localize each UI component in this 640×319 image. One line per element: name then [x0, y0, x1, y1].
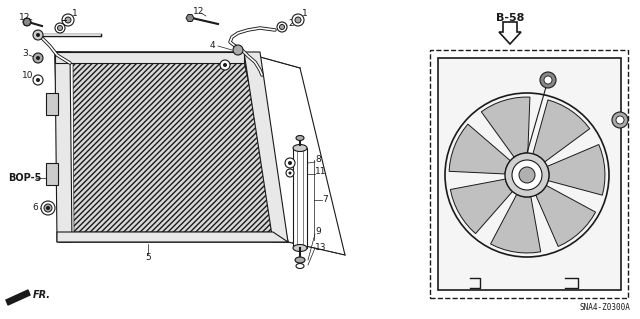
Bar: [430, 50, 628, 298]
Bar: [293, 148, 307, 248]
Circle shape: [46, 206, 50, 210]
Polygon shape: [536, 185, 596, 247]
Ellipse shape: [295, 257, 305, 263]
Polygon shape: [23, 19, 31, 26]
Circle shape: [292, 14, 304, 26]
Polygon shape: [547, 145, 605, 195]
Text: 5: 5: [145, 254, 151, 263]
Circle shape: [36, 78, 40, 82]
Text: B-58: B-58: [496, 13, 524, 23]
Text: 7: 7: [322, 196, 328, 204]
Polygon shape: [490, 195, 541, 253]
Text: 11: 11: [315, 167, 326, 176]
Circle shape: [220, 60, 230, 70]
Circle shape: [65, 17, 71, 23]
Text: BOP-5: BOP-5: [8, 173, 42, 183]
Circle shape: [544, 76, 552, 84]
Polygon shape: [451, 179, 513, 234]
Ellipse shape: [296, 263, 304, 269]
Polygon shape: [449, 124, 510, 174]
Circle shape: [41, 201, 55, 215]
Circle shape: [33, 30, 43, 40]
Circle shape: [540, 72, 556, 88]
Text: 4: 4: [210, 41, 216, 50]
Circle shape: [512, 160, 542, 190]
Circle shape: [286, 169, 294, 177]
Polygon shape: [55, 52, 244, 63]
Polygon shape: [57, 232, 288, 242]
Circle shape: [23, 18, 31, 26]
Circle shape: [616, 116, 624, 124]
Polygon shape: [533, 100, 589, 162]
Text: FR.: FR.: [33, 290, 51, 300]
Polygon shape: [6, 290, 30, 305]
Text: 12: 12: [193, 8, 204, 17]
Text: 6: 6: [32, 204, 38, 212]
Text: SNA4-Z0300A: SNA4-Z0300A: [579, 303, 630, 313]
Polygon shape: [55, 52, 72, 242]
Ellipse shape: [293, 244, 307, 251]
Circle shape: [44, 204, 52, 212]
Polygon shape: [73, 63, 283, 232]
Circle shape: [58, 26, 63, 31]
Bar: [438, 58, 621, 290]
Ellipse shape: [293, 145, 307, 152]
Ellipse shape: [296, 257, 304, 263]
Circle shape: [277, 22, 287, 32]
Text: 3: 3: [22, 48, 28, 57]
Circle shape: [519, 167, 535, 183]
Circle shape: [55, 23, 65, 33]
Circle shape: [33, 75, 43, 85]
Text: 10: 10: [22, 71, 33, 80]
Circle shape: [288, 161, 292, 165]
Circle shape: [36, 33, 40, 37]
Text: 12: 12: [19, 13, 30, 23]
Circle shape: [36, 56, 40, 60]
Text: 2: 2: [288, 19, 294, 27]
Circle shape: [612, 112, 628, 128]
Polygon shape: [499, 22, 521, 44]
Bar: [46, 163, 58, 185]
Polygon shape: [244, 52, 288, 242]
Ellipse shape: [296, 136, 304, 140]
Text: 1: 1: [72, 10, 77, 19]
Polygon shape: [186, 15, 194, 21]
Text: 9: 9: [315, 227, 321, 236]
Text: 1: 1: [302, 10, 308, 19]
Polygon shape: [55, 52, 288, 242]
Circle shape: [33, 53, 43, 63]
Bar: [46, 93, 58, 115]
Circle shape: [289, 172, 291, 174]
Text: 2: 2: [62, 19, 68, 28]
Circle shape: [280, 25, 285, 29]
Circle shape: [295, 17, 301, 23]
Circle shape: [223, 63, 227, 67]
Text: 10: 10: [210, 57, 221, 66]
Text: 8: 8: [315, 155, 321, 165]
Circle shape: [62, 14, 74, 26]
Circle shape: [505, 153, 549, 197]
Circle shape: [233, 45, 243, 55]
Text: 13: 13: [315, 242, 326, 251]
Polygon shape: [481, 97, 530, 157]
Circle shape: [285, 158, 295, 168]
